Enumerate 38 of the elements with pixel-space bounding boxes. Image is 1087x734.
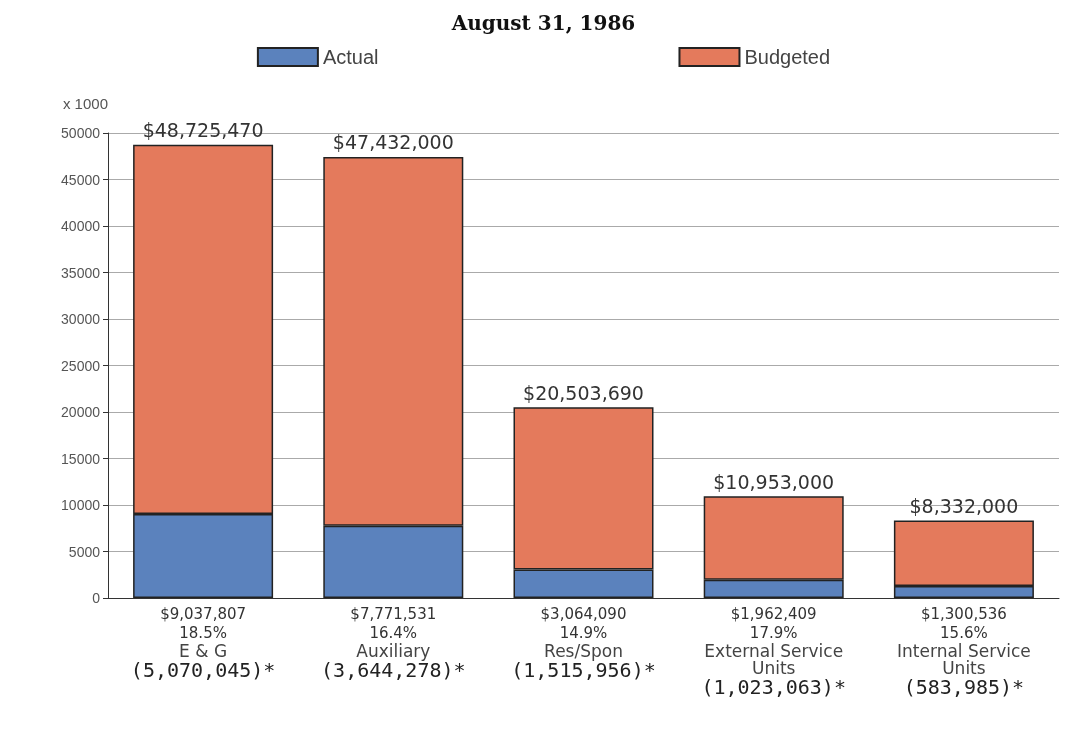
text: (1,023,063)* xyxy=(701,675,846,699)
y-tick-label: 45000 xyxy=(61,171,101,188)
annotation: $47,432,000 xyxy=(332,131,454,154)
text: $7,771,531 xyxy=(350,604,437,623)
y-tick-label: 50000 xyxy=(61,125,101,141)
legend-label: Budgeted xyxy=(744,46,831,68)
y-tick-label: 40000 xyxy=(61,218,101,234)
text: 15.6% xyxy=(940,623,988,642)
text: (5,070,045)* xyxy=(130,658,276,682)
chart-title: August 31, 1986 xyxy=(450,11,636,35)
text: 18.5% xyxy=(179,623,227,642)
y-tick-label: 20000 xyxy=(61,404,101,420)
text: 17.9% xyxy=(749,623,798,642)
text: $1,962,409 xyxy=(730,604,817,623)
legend-label: Actual xyxy=(322,46,379,68)
annotation: $10,953,000 xyxy=(713,470,835,493)
x-tick-label: Internal Service Units xyxy=(897,640,1031,678)
y-tick-label: 35000 xyxy=(61,264,101,281)
text: (583,985)* xyxy=(903,675,1025,699)
annotation: $48,725,470 xyxy=(142,119,264,142)
y-tick-label: 10000 xyxy=(61,497,101,513)
y-tick-label: 5000 xyxy=(68,543,101,560)
text: $1,300,536 xyxy=(920,604,1007,623)
text: $9,037,807 xyxy=(160,604,247,623)
y-tick-label: 25000 xyxy=(61,357,101,374)
x-tick-label: Auxiliary xyxy=(356,640,431,661)
x-tick-label: Res/Spon xyxy=(544,640,623,661)
x-tick-label: External Service Units xyxy=(704,640,844,678)
text: $3,064,090 xyxy=(540,604,627,623)
annotation: $20,503,690 xyxy=(523,381,644,404)
text: 16.4% xyxy=(369,623,418,642)
y-axis-title: x 1000 xyxy=(62,95,108,112)
y-tick-label: 15000 xyxy=(61,450,101,467)
x-tick-label: E & G xyxy=(179,640,228,661)
y-tick-label: 30000 xyxy=(61,311,101,327)
y-tick-label: 0 xyxy=(92,590,101,606)
annotation: $8,332,000 xyxy=(909,495,1019,518)
text: 14.9% xyxy=(559,623,608,642)
